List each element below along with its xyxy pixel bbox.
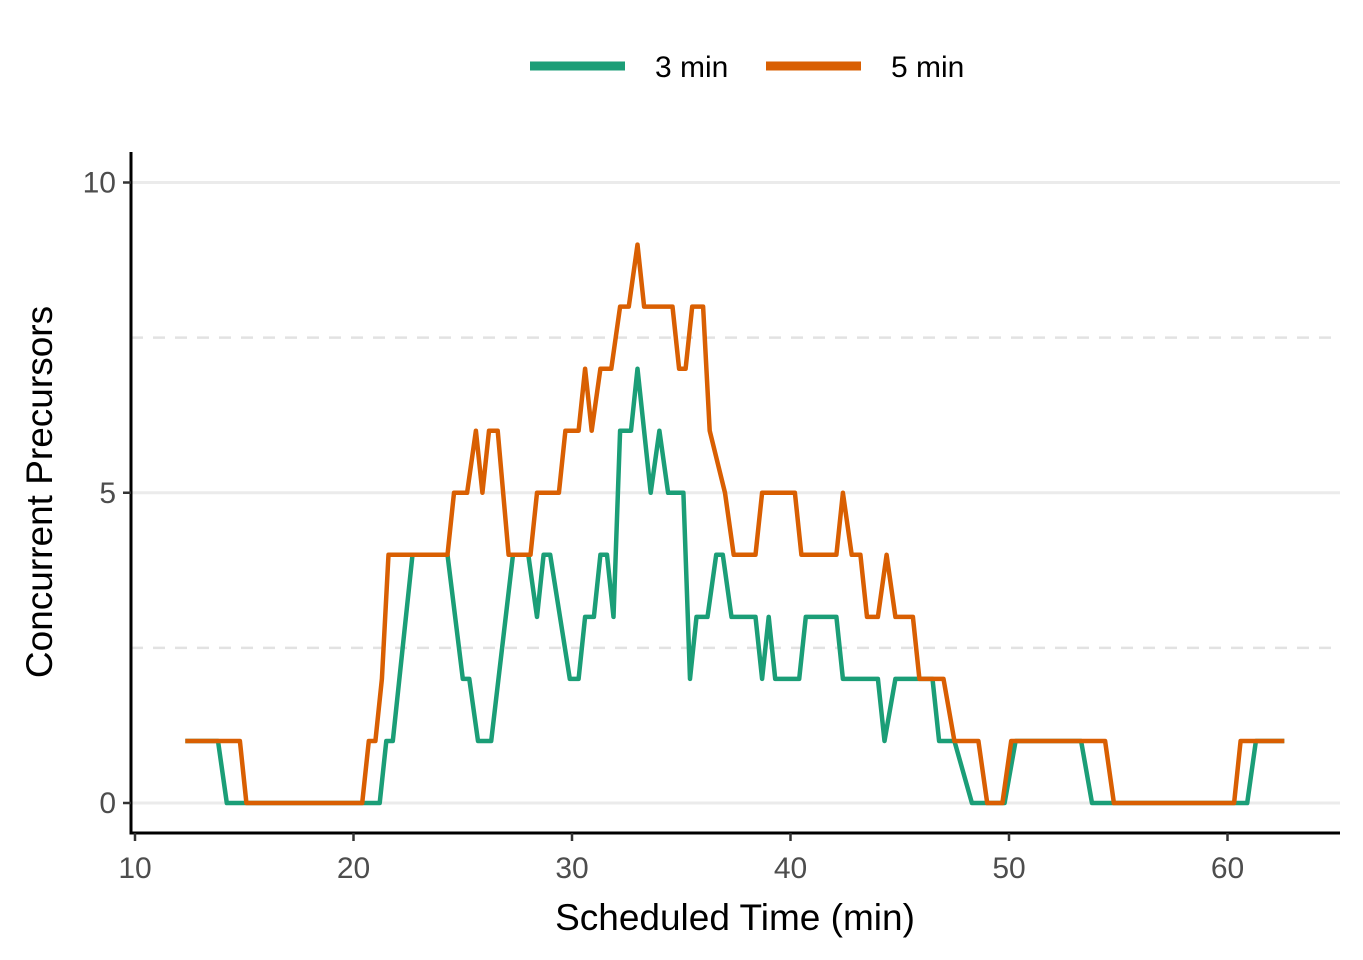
y-tick-label: 5 bbox=[99, 477, 116, 510]
series-line-5-min bbox=[185, 242, 1285, 806]
y-tick-label: 0 bbox=[99, 787, 116, 820]
x-axis-title: Scheduled Time (min) bbox=[555, 897, 915, 938]
y-axis-ticks: 0 5 10 bbox=[83, 167, 131, 820]
x-tick-label: 10 bbox=[118, 852, 151, 885]
legend-label: 3 min bbox=[655, 51, 728, 84]
legend: 3 min 5 min bbox=[530, 51, 964, 84]
x-axis-ticks: 10 20 30 40 50 60 bbox=[118, 833, 1244, 885]
x-tick-label: 20 bbox=[337, 852, 370, 885]
x-tick-label: 30 bbox=[555, 852, 588, 885]
series-line-3-min bbox=[185, 366, 1285, 806]
plot-lines bbox=[185, 242, 1285, 806]
y-tick-label: 10 bbox=[83, 167, 116, 200]
x-tick-label: 40 bbox=[774, 852, 807, 885]
x-tick-label: 50 bbox=[992, 852, 1025, 885]
grid-lines bbox=[131, 181, 1340, 805]
y-axis-title: Concurrent Precursors bbox=[19, 306, 60, 678]
legend-label: 5 min bbox=[891, 51, 964, 84]
x-tick-label: 60 bbox=[1211, 852, 1244, 885]
